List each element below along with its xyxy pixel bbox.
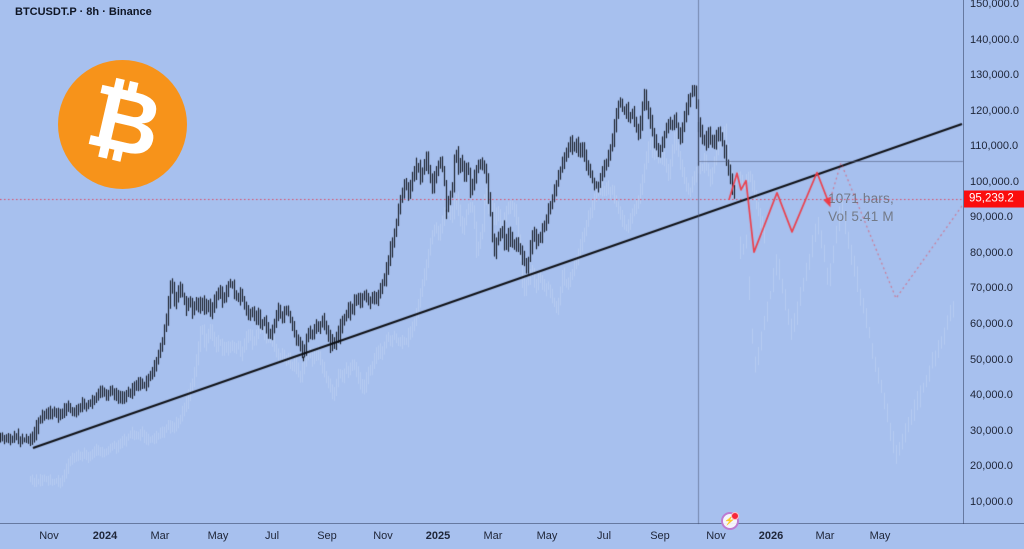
time-tick-label: Mar <box>483 530 503 542</box>
price-tick-label: 50,000.0 <box>970 353 1013 366</box>
bitcoin-icon: ₿ <box>77 62 172 179</box>
price-tick-label: 150,000.0 <box>970 0 1019 10</box>
price-tick-label: 120,000.0 <box>970 104 1019 117</box>
price-tick-label: 10,000.0 <box>970 495 1013 508</box>
time-tick-label: Nov <box>39 530 59 542</box>
time-tick-label: 2026 <box>758 530 784 542</box>
time-tick-label: Sep <box>317 530 337 542</box>
time-tick-label: Jul <box>596 530 612 542</box>
bitcoin-logo: ₿ <box>58 60 187 189</box>
time-tick-label: May <box>869 530 891 542</box>
time-tick-label: 2025 <box>425 530 451 542</box>
last-price-label: 95,239.2 <box>964 190 1024 208</box>
price-tick-label: 40,000.0 <box>970 389 1013 402</box>
symbol-legend[interactable]: BTCUSDT.P · 8h · Binance <box>15 6 152 18</box>
time-tick-label: Jul <box>264 530 280 542</box>
time-tick-label: 2024 <box>92 530 118 542</box>
price-axis[interactable]: 95,239.2 150,000.0 140,000.0 130,000.0 120,… <box>963 0 1024 524</box>
price-tick-label: 100,000.0 <box>970 175 1019 188</box>
lightning-icon: ⚡ <box>724 515 736 525</box>
price-tick-label: 70,000.0 <box>970 282 1013 295</box>
time-tick-label: May <box>536 530 558 542</box>
price-tick-label: 90,000.0 <box>970 211 1013 224</box>
time-tick-label: Sep <box>650 530 670 542</box>
time-tick-label: Mar <box>150 530 170 542</box>
time-tick-label: Nov <box>706 530 726 542</box>
time-tick-label: Mar <box>815 530 835 542</box>
price-tick-label: 140,000.0 <box>970 33 1019 46</box>
time-tick-label: May <box>207 530 229 542</box>
price-tick-label: 30,000.0 <box>970 424 1013 437</box>
time-tick-label: Nov <box>373 530 393 542</box>
price-tick-label: 20,000.0 <box>970 460 1013 473</box>
price-tick-label: 110,000.0 <box>970 140 1019 153</box>
price-tick-label: 80,000.0 <box>970 246 1013 259</box>
time-axis[interactable]: Nov 2024 Mar May Jul Sep Nov 2025 Mar May Jul Sep No… <box>0 523 1024 549</box>
events-alert-button[interactable]: ⚡ <box>721 512 739 530</box>
alert-dot <box>731 512 739 520</box>
price-tick-label: 130,000.0 <box>970 69 1019 82</box>
price-tick-label: 60,000.0 <box>970 317 1013 330</box>
